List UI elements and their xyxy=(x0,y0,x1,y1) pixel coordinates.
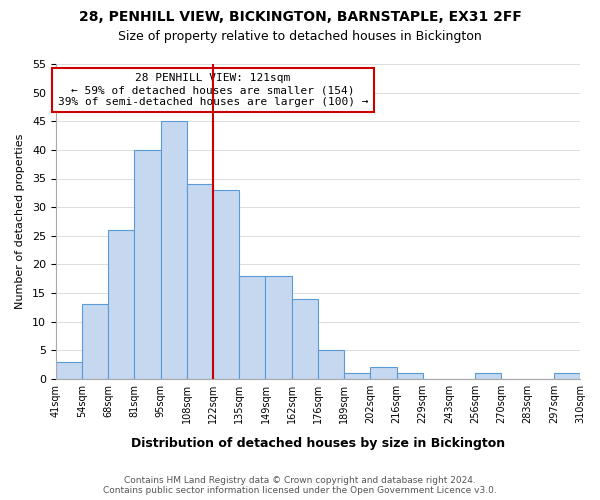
Bar xyxy=(370,368,397,379)
Bar xyxy=(554,373,580,379)
Bar xyxy=(187,184,213,379)
Bar xyxy=(265,276,292,379)
X-axis label: Distribution of detached houses by size in Bickington: Distribution of detached houses by size … xyxy=(131,437,505,450)
Text: 28, PENHILL VIEW, BICKINGTON, BARNSTAPLE, EX31 2FF: 28, PENHILL VIEW, BICKINGTON, BARNSTAPLE… xyxy=(79,10,521,24)
Bar xyxy=(292,298,318,379)
Bar xyxy=(397,373,423,379)
Bar xyxy=(82,304,108,379)
Bar xyxy=(134,150,161,379)
Bar xyxy=(475,373,502,379)
Y-axis label: Number of detached properties: Number of detached properties xyxy=(15,134,25,309)
Bar xyxy=(56,362,82,379)
Text: 28 PENHILL VIEW: 121sqm
← 59% of detached houses are smaller (154)
39% of semi-d: 28 PENHILL VIEW: 121sqm ← 59% of detache… xyxy=(58,74,368,106)
Text: Size of property relative to detached houses in Bickington: Size of property relative to detached ho… xyxy=(118,30,482,43)
Text: Contains HM Land Registry data © Crown copyright and database right 2024.
Contai: Contains HM Land Registry data © Crown c… xyxy=(103,476,497,495)
Bar xyxy=(344,373,370,379)
Bar xyxy=(161,121,187,379)
Bar xyxy=(318,350,344,379)
Bar xyxy=(108,230,134,379)
Bar xyxy=(213,190,239,379)
Bar xyxy=(239,276,265,379)
